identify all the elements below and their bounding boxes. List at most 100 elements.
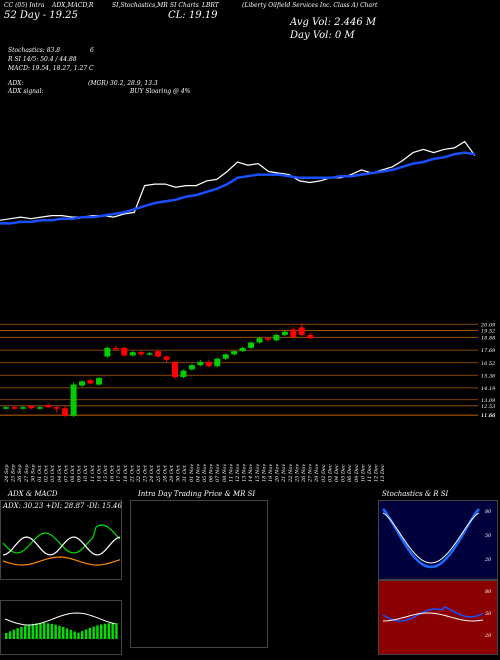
macd-bar xyxy=(43,623,46,639)
x-tick-label: 04 Oct xyxy=(57,464,63,482)
y-tick-label: 14.19 xyxy=(481,386,496,392)
x-tick-label: 26 Sep xyxy=(17,464,23,483)
candle-body xyxy=(307,334,314,339)
macd-bar xyxy=(111,623,114,639)
candle-body xyxy=(197,361,204,366)
rsi-y-label: 80 xyxy=(485,589,492,595)
x-tick-label: 17 Oct xyxy=(116,464,122,482)
x-tick-label: 29 Oct xyxy=(169,464,175,483)
x-tick-label: 21 Nov xyxy=(281,464,287,483)
macd-bar xyxy=(62,627,65,639)
candle-body xyxy=(104,347,111,357)
y-tick-label: 18.88 xyxy=(481,335,495,341)
x-tick-label: 08 Oct xyxy=(70,464,76,482)
macd-bar xyxy=(100,624,103,639)
y-tick-label: 17.69 xyxy=(481,348,496,354)
candle-body xyxy=(222,354,229,359)
macd-bar xyxy=(39,623,42,639)
candle-body xyxy=(95,378,102,385)
candle-body xyxy=(231,351,238,355)
candle-body xyxy=(180,370,187,378)
macd-bar xyxy=(88,627,92,639)
macd-bar xyxy=(5,633,8,639)
x-tick-label: 04 Nov xyxy=(195,464,201,482)
x-tick-label: 24 Sep xyxy=(4,464,10,483)
x-tick-label: 23 Oct xyxy=(143,464,149,483)
y-tick-label: 15.36 xyxy=(481,373,496,379)
macd-histogram xyxy=(4,612,118,639)
candle-body xyxy=(163,356,170,360)
stoch-k-line xyxy=(382,508,480,569)
x-tick-label: 03 Oct xyxy=(50,464,56,482)
adx-values: ADX: 30.23 +DI: 28.87 -DI: 15.46 xyxy=(3,502,122,510)
x-tick-label: 20 Nov xyxy=(275,464,281,483)
candle-body xyxy=(79,381,86,386)
x-tick-label: 09 Dec xyxy=(354,464,360,482)
macd-bar xyxy=(73,631,76,639)
x-tick-label: 03 Dec xyxy=(327,464,333,482)
macd-bar xyxy=(81,631,84,639)
candle-body xyxy=(256,338,263,343)
y-tick-label: 11.66 xyxy=(481,413,496,419)
candle-body xyxy=(138,352,145,355)
x-tick-label: 06 Nov xyxy=(209,464,215,482)
minus-di-line xyxy=(2,556,121,566)
rsi-y-label: 20 xyxy=(484,633,492,639)
macd-bar xyxy=(35,623,38,639)
x-tick-label: 15 Nov xyxy=(255,464,261,482)
x-tick-label: 13 Dec xyxy=(380,464,386,482)
x-tick-label: 27 Sep xyxy=(24,464,30,483)
candle-body xyxy=(146,353,153,355)
x-tick-label: 25 Oct xyxy=(156,464,162,483)
candle-body xyxy=(121,347,128,356)
candle-body xyxy=(188,365,195,370)
mrsi-line xyxy=(382,612,484,622)
candle-body xyxy=(172,361,178,378)
adx-panel-title: ADX & MACD xyxy=(8,490,58,498)
price-line-chart xyxy=(0,140,476,225)
x-tick-label: 13 Nov xyxy=(242,464,248,482)
rsi-lines: 80 50 20 xyxy=(382,589,492,639)
x-tick-label: 11 Oct xyxy=(90,464,96,482)
candle-body xyxy=(273,334,280,341)
header-item: SI,Stochastics,MR xyxy=(112,2,168,9)
macd-bar xyxy=(58,625,61,639)
x-tick-label: 31 Oct xyxy=(182,464,188,482)
candle-body xyxy=(155,351,162,357)
week52: 52 Day - 19.25 xyxy=(4,10,78,21)
x-tick-label: 01 Oct xyxy=(37,464,43,482)
candle-body xyxy=(112,347,119,350)
macd-bar xyxy=(84,629,88,639)
adx-line xyxy=(2,536,121,556)
stoch-y-label: 80 xyxy=(485,509,492,515)
stoch-y-label: 20 xyxy=(484,557,492,563)
candle-body xyxy=(36,407,43,409)
macd-line xyxy=(4,612,116,626)
macd-bar xyxy=(31,623,35,639)
stoch-value: 6 xyxy=(90,47,94,54)
header-item: CC (05) Intra xyxy=(4,2,45,9)
candle-body xyxy=(264,338,271,340)
x-tick-label: 11 Dec xyxy=(367,464,373,482)
macd-bar xyxy=(77,632,80,639)
x-tick-label: 30 Oct xyxy=(176,464,182,482)
x-tick-label: 04 Dec xyxy=(334,464,340,482)
macd-bar xyxy=(16,628,19,639)
adx-signal-label: ADX signal: xyxy=(8,88,44,95)
close-price: CL: 19.19 xyxy=(168,10,218,21)
intra-panel-title: Intra Day Trading Price & MR SI xyxy=(138,490,256,498)
x-tick-label: 14 Oct xyxy=(96,464,102,482)
macd-bar xyxy=(96,625,99,639)
x-tick-label: 28 Oct xyxy=(162,464,168,483)
x-tick-label: 09 Oct xyxy=(77,464,83,482)
adx-panel: ADX: 30.23 +DI: 28.87 -DI: 15.46 xyxy=(0,500,122,580)
macd-bar xyxy=(27,624,31,639)
candle-body xyxy=(239,347,246,352)
rsi-panel: 80 50 20 xyxy=(378,580,498,655)
stochastics-panel: 80 50 20 xyxy=(378,500,498,580)
macd-bar xyxy=(20,626,23,639)
avg-volume: Avg Vol: 2.446 M xyxy=(290,17,377,28)
candle-body xyxy=(62,408,69,416)
header-line: CC (05) Intra ADX,MACD,R SI,Stochastics,… xyxy=(4,2,377,9)
